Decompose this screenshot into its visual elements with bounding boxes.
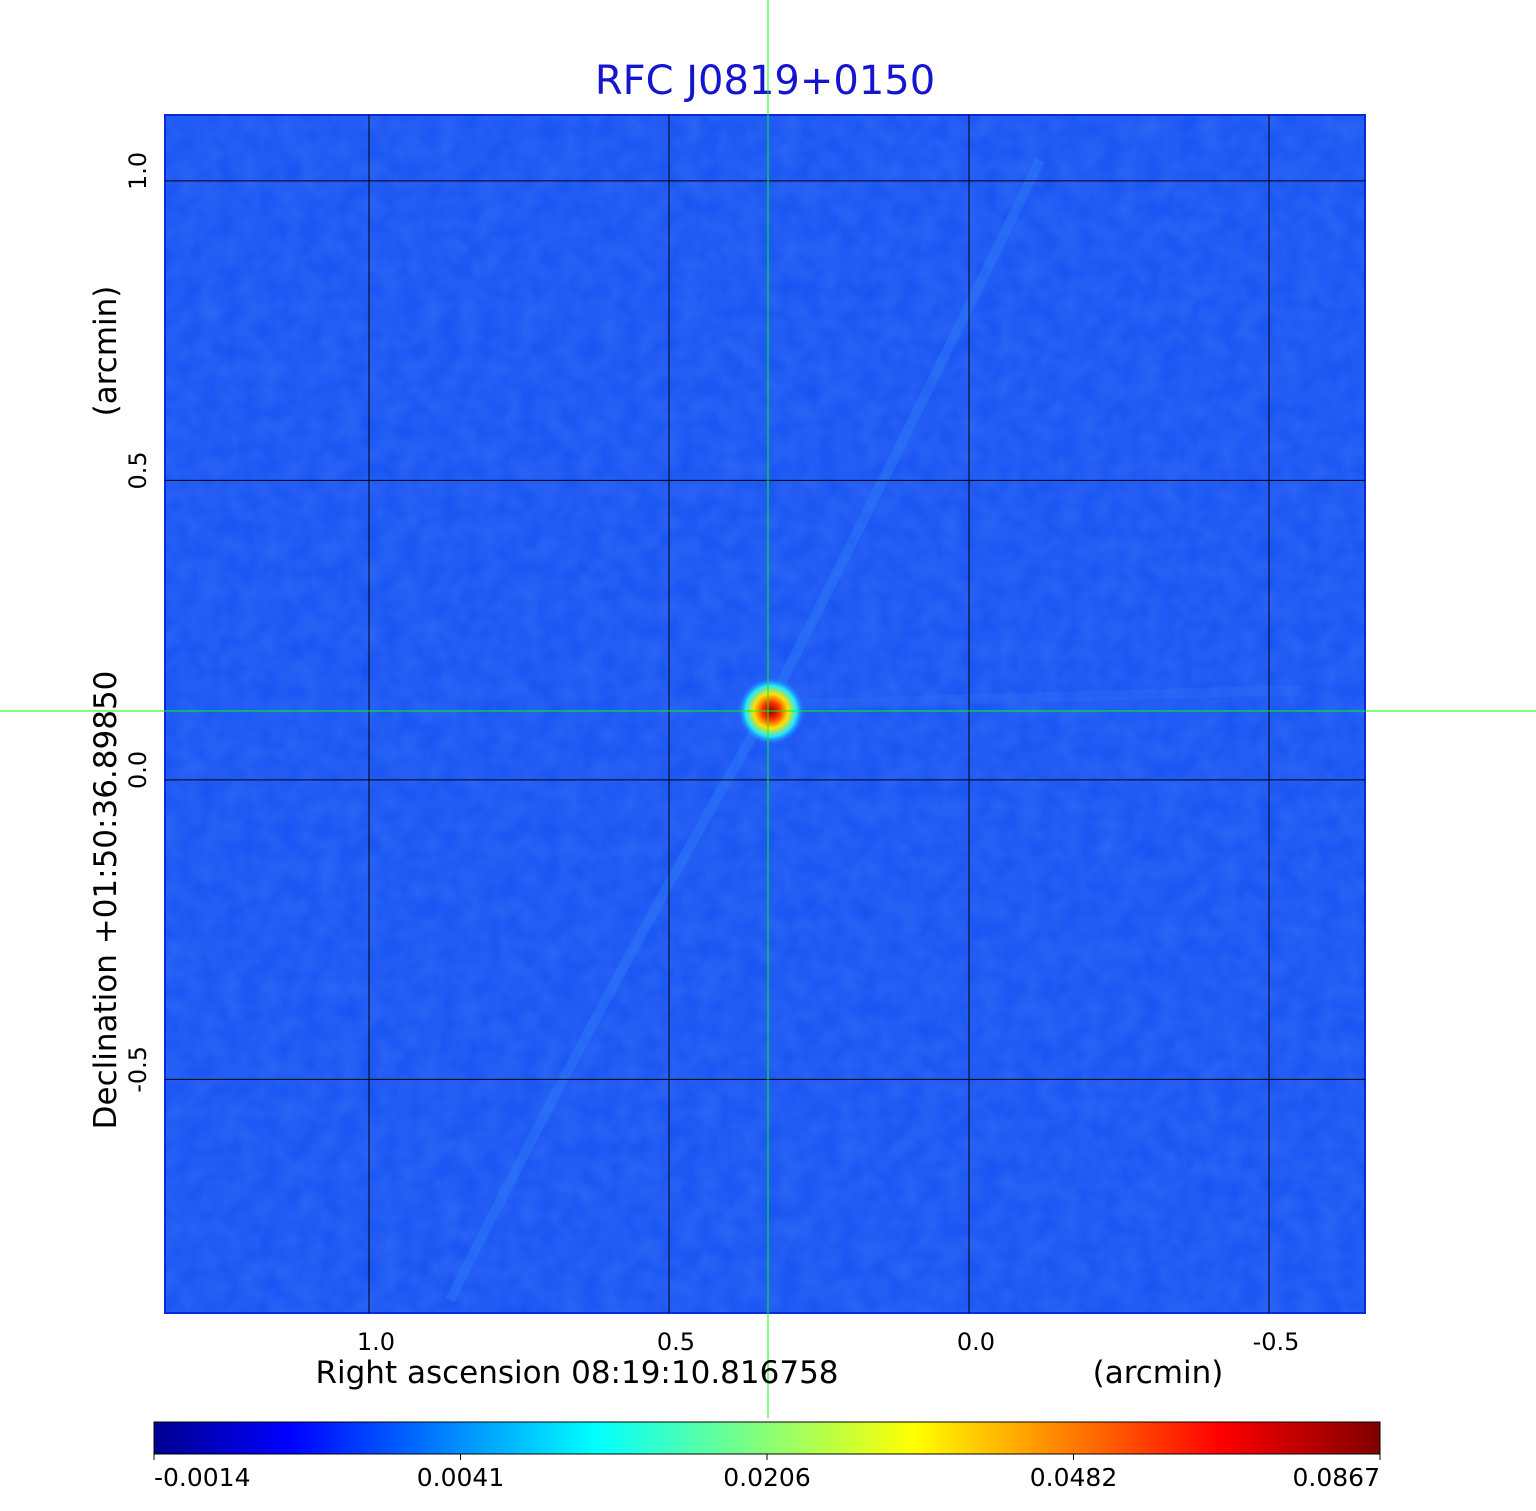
sidelobe-streaks bbox=[445, 157, 1301, 1303]
y-tick-labels: 1.0 0.5 0.0 -0.5 bbox=[124, 152, 152, 1093]
y-tick-label: -0.5 bbox=[124, 1046, 152, 1093]
x-tick-label: 0.0 bbox=[957, 1328, 995, 1356]
colorbar-gradient bbox=[153, 1421, 1381, 1455]
y-axis-unit: (arcmin) bbox=[88, 286, 124, 417]
x-tick-labels: 1.0 0.5 0.0 -0.5 bbox=[357, 1328, 1300, 1356]
colorbar-tick-label: 0.0041 bbox=[417, 1463, 504, 1492]
y-tick-label: 0.5 bbox=[124, 451, 152, 489]
x-tick-label: -0.5 bbox=[1253, 1328, 1300, 1356]
y-tick-label: 1.0 bbox=[124, 152, 152, 190]
chart-title: RFC J0819+0150 bbox=[595, 58, 935, 104]
colorbar-tick-label: 0.0206 bbox=[723, 1463, 810, 1492]
y-tick-label: 0.0 bbox=[124, 751, 152, 789]
colorbar-tick-label: 0.0867 bbox=[1293, 1463, 1380, 1492]
colorbar-ticks: -0.0014 0.0041 0.0206 0.0482 0.0867 bbox=[153, 1454, 1381, 1492]
grid-lines-horizontal bbox=[165, 180, 1365, 1080]
x-tick-label: 0.5 bbox=[657, 1328, 695, 1356]
colorbar-tick-label: -0.0014 bbox=[154, 1463, 251, 1492]
colorbar-tick-label: 0.0482 bbox=[1030, 1463, 1117, 1492]
y-axis-label: Declination +01:50:36.89850 bbox=[88, 671, 124, 1130]
x-tick-label: 1.0 bbox=[357, 1328, 395, 1356]
image-frame bbox=[164, 114, 1366, 1314]
colorbar: -0.0014 0.0041 0.0206 0.0482 0.0867 bbox=[153, 1421, 1381, 1492]
image-plot bbox=[164, 114, 1366, 1314]
grid-lines-vertical bbox=[368, 115, 1270, 1313]
x-axis-unit: (arcmin) bbox=[1093, 1355, 1224, 1391]
x-axis-label: Right ascension 08:19:10.816758 bbox=[315, 1355, 838, 1391]
